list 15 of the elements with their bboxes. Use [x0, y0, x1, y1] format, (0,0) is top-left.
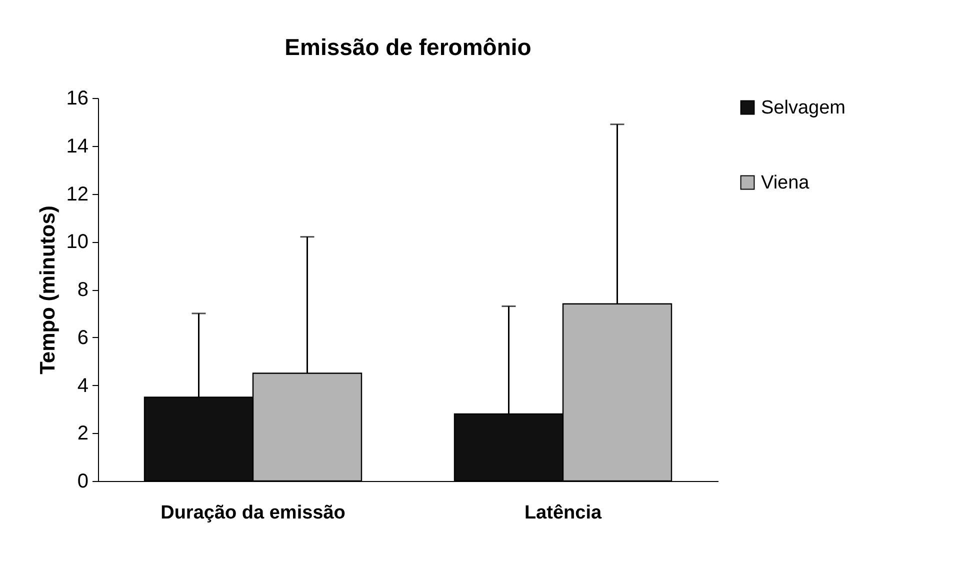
y-tick-label: 4 [77, 374, 88, 397]
legend-label: Viena [761, 172, 810, 194]
y-tick-label: 16 [66, 88, 88, 110]
chart-title: Emissão de feromônio [284, 34, 532, 60]
y-tick-label: 12 [66, 183, 88, 206]
y-axis-title: Tempo (minutos) [36, 206, 60, 374]
x-tick-label: Duração da emissão [160, 502, 346, 524]
y-tick-label: 2 [77, 422, 88, 445]
y-tick-label: 0 [77, 470, 88, 492]
x-tick-label: Latência [524, 502, 602, 524]
y-tick-label: 6 [77, 326, 88, 349]
y-tick-label: 14 [66, 135, 88, 158]
y-tick-label: 8 [77, 279, 88, 301]
y-tick-label: 10 [66, 231, 88, 254]
legend-label: Selvagem [761, 98, 846, 118]
